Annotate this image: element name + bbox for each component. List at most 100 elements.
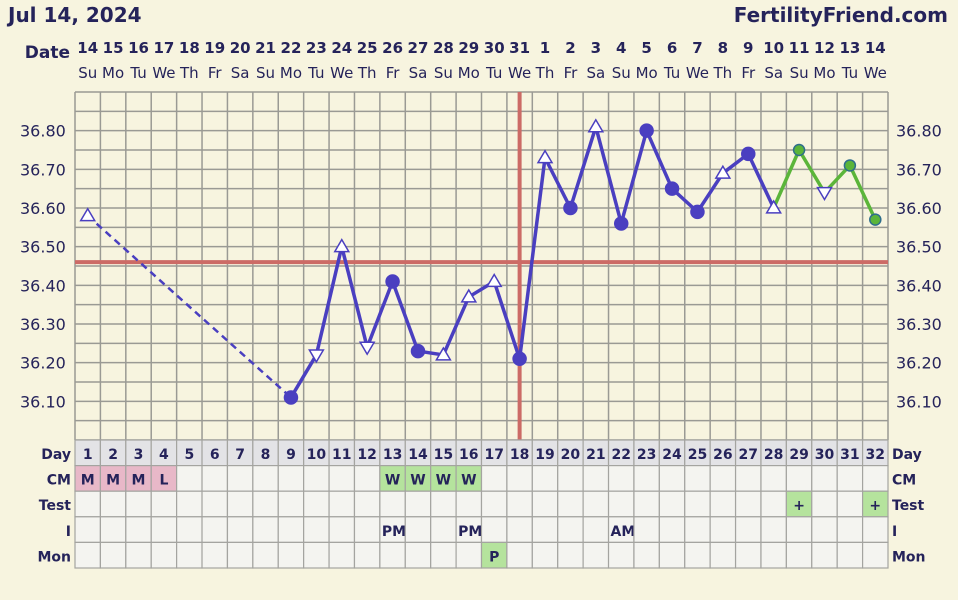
cell-intercourse (150, 516, 178, 543)
temp-line-segment (441, 296, 471, 356)
cell-day (684, 439, 711, 467)
temp-line-segment (517, 157, 547, 360)
cell-mon (684, 541, 711, 569)
cell-intercourse (125, 516, 152, 543)
cell-test (303, 490, 330, 518)
date-label: 26 (382, 39, 403, 57)
cell-text-mon: P (489, 549, 499, 565)
cell-mon (480, 541, 508, 569)
y-tick-left: 36.20 (20, 354, 66, 373)
cell-mon (99, 541, 127, 569)
y-tick-right: 36.30 (896, 315, 942, 334)
weekday-label: We (508, 64, 531, 82)
cell-text-cm: W (436, 473, 451, 489)
date-label: 30 (484, 39, 505, 57)
cell-cm (811, 465, 838, 492)
date-label: 5 (641, 39, 651, 57)
chart-date: Jul 14, 2024 (6, 3, 142, 27)
cell-day (353, 439, 381, 467)
cell-mon (760, 541, 787, 569)
weekday-label: We (152, 64, 175, 82)
cell-intercourse (709, 516, 737, 543)
temp-point-dot (869, 213, 882, 226)
cell-mon (201, 541, 229, 569)
cell-text-day: 9 (286, 447, 296, 463)
weekday-label: We (686, 64, 709, 82)
cell-intercourse (557, 516, 584, 543)
y-tick-left: 36.80 (20, 122, 66, 141)
row-label-right-intercourse: I (892, 524, 897, 540)
date-label: 9 (743, 39, 753, 57)
cell-text-cm: M (106, 473, 120, 489)
temp-line-segment (86, 214, 292, 399)
cell-text-intercourse: PM (382, 524, 406, 540)
site-name[interactable]: FertilityFriend.com (734, 3, 948, 27)
date-label: 27 (408, 39, 429, 57)
cell-cm (150, 465, 178, 492)
cell-cm (506, 465, 533, 492)
weekday-label: Fr (564, 64, 579, 82)
weekday-label: Tu (485, 64, 502, 82)
cell-intercourse (226, 516, 254, 543)
temp-point-triangle-up (714, 164, 732, 179)
date-label: 28 (433, 39, 454, 57)
cell-intercourse (633, 516, 660, 543)
cell-text-day: 14 (408, 447, 428, 463)
cell-text-day: 12 (357, 447, 376, 463)
cell-text-day: 1 (83, 447, 93, 463)
cell-text-intercourse: AM (611, 524, 636, 540)
cell-text-intercourse: PM (458, 524, 482, 540)
cell-mon (379, 541, 406, 569)
cell-mon (836, 541, 864, 569)
y-tick-left: 36.40 (20, 276, 66, 295)
date-label: 1 (540, 39, 550, 57)
cell-mon (633, 541, 660, 569)
cell-cm (557, 465, 584, 492)
temp-line-segment (695, 172, 725, 213)
temp-point-triangle-up (435, 346, 452, 361)
cell-test (150, 490, 178, 518)
cell-text-day: 15 (434, 447, 453, 463)
temp-point-triangle-down (816, 186, 833, 202)
cell-intercourse (785, 516, 813, 543)
cell-cm (74, 465, 102, 492)
cell-test (379, 490, 406, 518)
temp-point-triangle-up (765, 199, 782, 214)
cell-text-day: 21 (586, 447, 605, 463)
cell-cm (607, 465, 635, 492)
temp-point-dot (843, 159, 857, 172)
cell-mon (658, 541, 686, 569)
row-label-right-mon: Mon (892, 549, 926, 565)
cell-test (582, 490, 610, 518)
date-label: 18 (179, 39, 200, 57)
cell-mon (607, 541, 635, 569)
cell-intercourse (455, 516, 483, 543)
cell-test (226, 490, 254, 518)
weekday-label: Th (179, 64, 199, 82)
temp-line-segment (492, 280, 522, 360)
date-label: 3 (591, 39, 601, 57)
weekday-label: Mo (458, 64, 480, 82)
date-label: 4 (616, 39, 626, 57)
cell-mon (176, 541, 203, 569)
cell-day (633, 439, 660, 467)
date-row-label: Date (25, 43, 70, 63)
cell-mon (353, 541, 381, 569)
cell-intercourse (328, 516, 356, 543)
weekday-label: Mo (636, 64, 658, 82)
temp-line-segment (594, 126, 623, 224)
y-tick-left: 36.60 (20, 199, 66, 218)
cell-text-day: 24 (662, 447, 682, 463)
weekday-label: Sa (409, 64, 428, 82)
weekday-label: Tu (307, 64, 324, 82)
cell-test (607, 490, 635, 518)
cell-test (277, 490, 305, 518)
cell-mon (252, 541, 279, 569)
cell-mon (785, 541, 813, 569)
cell-mon (557, 541, 584, 569)
weekday-label: Th (713, 64, 733, 82)
cell-cm (836, 465, 864, 492)
temp-point-triangle-down (308, 349, 325, 364)
weekday-label: We (330, 64, 353, 82)
